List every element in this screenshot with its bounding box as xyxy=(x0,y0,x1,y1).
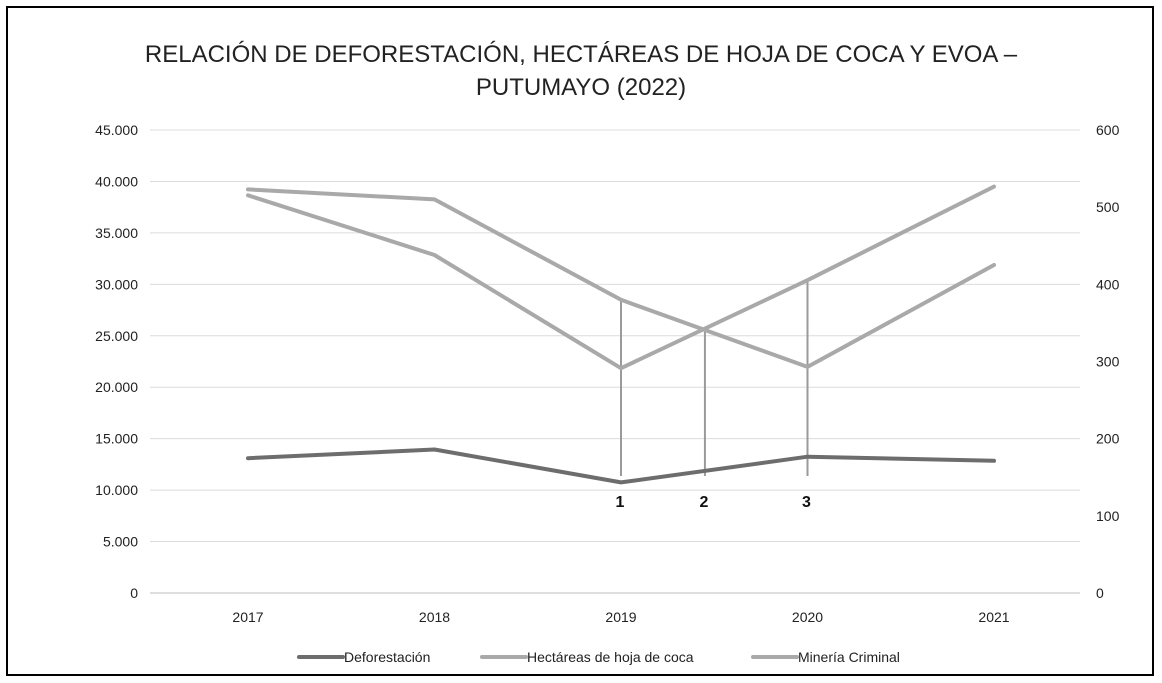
series-line xyxy=(246,187,996,369)
left-axis-tick-label: 30.000 xyxy=(95,276,138,292)
right-axis-tick-label: 400 xyxy=(1096,276,1120,292)
annotation-marker-label: 1 xyxy=(616,494,625,511)
left-axis-tick-label: 40.000 xyxy=(95,173,138,189)
x-axis-tick-label: 2021 xyxy=(978,609,1009,625)
left-axis-tick-label: 5.000 xyxy=(103,534,138,550)
left-axis-tick-label: 10.000 xyxy=(95,482,138,498)
left-axis-tick-label: 0 xyxy=(130,585,138,601)
right-axis-tick-label: 300 xyxy=(1096,354,1120,370)
annotation-marker-label: 3 xyxy=(802,494,811,511)
right-axis-tick-label: 0 xyxy=(1096,585,1104,601)
annotation-guides xyxy=(620,280,809,476)
left-axis-tick-label: 20.000 xyxy=(95,379,138,395)
annotation-marker-label: 2 xyxy=(699,494,708,511)
series-line xyxy=(246,184,996,371)
legend-label: Deforestación xyxy=(344,649,430,665)
right-axis-tick-label: 200 xyxy=(1096,431,1120,447)
gridlines xyxy=(150,129,1080,594)
right-axis-tick-label: 100 xyxy=(1096,508,1120,524)
annotation-markers: 1 2 3 xyxy=(616,494,812,511)
right-axis-ticks: 0 100 200 300 400 500 600 xyxy=(1096,122,1120,601)
chart-title-line-1: RELACIÓN DE DEFORESTACIÓN, HECTÁREAS DE … xyxy=(144,41,1018,68)
left-axis-tick-label: 35.000 xyxy=(95,225,138,241)
x-axis-tick-label: 2017 xyxy=(232,609,263,625)
right-axis-tick-label: 500 xyxy=(1096,199,1120,215)
left-axis-ticks: 0 5.000 10.000 15.000 20.000 25.000 30.000 35.0… xyxy=(95,122,138,601)
series-lines xyxy=(246,184,996,485)
x-axis-ticks: 2017 2018 2019 2020 2021 xyxy=(232,609,1009,625)
left-axis-tick-label: 25.000 xyxy=(95,328,138,344)
legend-label: Minería Criminal xyxy=(798,649,900,665)
legend: Deforestación Hectáreas de hoja de coca Mi… xyxy=(297,649,900,665)
legend-label: Hectáreas de hoja de coca xyxy=(527,649,694,665)
chart-title: RELACIÓN DE DEFORESTACIÓN, HECTÁREAS DE … xyxy=(0,38,1162,104)
left-axis-tick-label: 45.000 xyxy=(95,122,138,138)
x-axis-tick-label: 2018 xyxy=(419,609,450,625)
left-axis-tick-label: 15.000 xyxy=(95,431,138,447)
series-line xyxy=(246,447,996,485)
x-axis-tick-label: 2020 xyxy=(792,609,823,625)
chart-title-line-2: PUTUMAYO (2022) xyxy=(475,74,687,101)
x-axis-tick-label: 2019 xyxy=(605,609,636,625)
right-axis-tick-label: 600 xyxy=(1096,122,1120,138)
